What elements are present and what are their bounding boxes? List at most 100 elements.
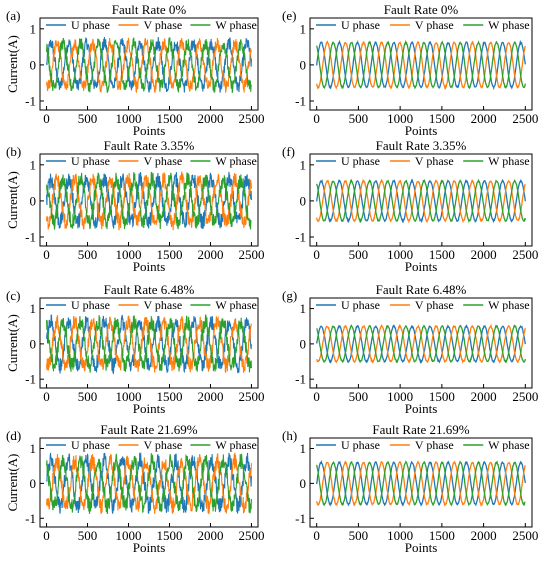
x-tick-label: 2500 (238, 389, 264, 404)
y-tick-label: 0 (30, 193, 37, 208)
x-tick-label: 1000 (387, 528, 413, 543)
x-tick-label: 2500 (512, 247, 538, 262)
x-tick-label: 2500 (238, 111, 264, 126)
series-w-phase-line (316, 460, 526, 507)
x-tick-label: 0 (43, 111, 50, 126)
x-tick-label: 0 (313, 389, 320, 404)
chart-panel-h: 0 500 1000 1500 2000 2500 -1 0 1 Fault Rate 21.69… (282, 422, 538, 555)
y-tick-label: -1 (295, 229, 306, 244)
legend-label: W phase (215, 154, 256, 168)
legend-label: W phase (488, 438, 529, 452)
legend-label: V phase (415, 154, 454, 168)
y-axis-label: Current(A) (5, 314, 20, 372)
series-w-phase-line (46, 453, 252, 515)
x-axis-label: Points (133, 259, 166, 274)
x-tick-label: 500 (349, 389, 369, 404)
y-tick-label: 1 (300, 157, 307, 172)
legend-label: V phase (143, 18, 182, 32)
x-axis-label: Points (405, 259, 438, 274)
plot-frame (39, 437, 259, 528)
x-tick-label: 2000 (471, 247, 497, 262)
x-tick-label: 2000 (471, 389, 497, 404)
series-u-phase-line (46, 452, 252, 515)
x-axis-label: Points (133, 401, 166, 416)
chart-title: Fault Rate 6.48% (376, 282, 467, 297)
plot-frame (309, 437, 533, 528)
panel-label: (a) (6, 8, 20, 23)
x-tick-label: 2000 (197, 247, 223, 262)
legend-label: U phase (341, 154, 380, 168)
chart-title: Fault Rate 0% (112, 2, 187, 17)
x-tick-label: 1500 (156, 389, 182, 404)
y-tick-label: -1 (295, 372, 306, 387)
x-tick-label: 0 (313, 247, 320, 262)
x-tick-label: 500 (78, 111, 98, 126)
x-tick-label: 1500 (156, 247, 182, 262)
legend-label: W phase (215, 298, 256, 312)
x-tick-label: 500 (78, 389, 98, 404)
series-w-phase-line (316, 178, 526, 224)
legend-label: W phase (215, 438, 256, 452)
legend-label: U phase (71, 298, 110, 312)
y-tick-label: 0 (30, 476, 37, 491)
chart-title: Fault Rate 0% (384, 2, 459, 17)
x-tick-label: 2000 (197, 389, 223, 404)
legend-label: U phase (341, 298, 380, 312)
y-tick-label: 0 (300, 193, 307, 208)
plot-frame (309, 17, 533, 111)
chart-panel-c: 0 500 1000 1500 2000 2500 -1 0 1 Fault Rate 6.48%… (5, 282, 264, 416)
y-tick-label: -1 (25, 93, 36, 108)
chart-panel-b: 0 500 1000 1500 2000 2500 -1 0 1 Fault Rate 3.35%… (5, 138, 264, 274)
panel-label: (d) (6, 428, 21, 443)
x-tick-label: 1500 (429, 389, 455, 404)
legend-label: U phase (71, 18, 110, 32)
y-axis-label: Current(A) (5, 171, 20, 229)
x-tick-label: 500 (78, 528, 98, 543)
y-tick-label: 1 (300, 441, 307, 456)
plot-frame (309, 297, 533, 389)
x-axis-label: Points (133, 540, 166, 555)
panel-label: (c) (6, 288, 20, 303)
x-tick-label: 500 (349, 111, 369, 126)
x-tick-label: 2000 (471, 111, 497, 126)
chart-title: Fault Rate 3.35% (104, 138, 195, 153)
x-tick-label: 1000 (116, 247, 142, 262)
x-axis-label: Points (405, 401, 438, 416)
y-tick-label: -1 (25, 229, 36, 244)
y-tick-label: 1 (300, 301, 307, 316)
legend-label: U phase (71, 154, 110, 168)
x-tick-label: 500 (349, 528, 369, 543)
chart-title: Fault Rate 21.69% (372, 422, 469, 437)
x-tick-label: 500 (78, 247, 98, 262)
x-tick-label: 1500 (156, 528, 182, 543)
plot-frame (39, 297, 259, 389)
x-tick-label: 1000 (116, 528, 142, 543)
x-tick-label: 500 (349, 247, 369, 262)
x-axis-label: Points (133, 123, 166, 138)
panel-label: (e) (282, 8, 296, 23)
x-tick-label: 2500 (238, 528, 264, 543)
y-axis-label: Current(A) (5, 454, 20, 512)
x-tick-label: 1500 (429, 247, 455, 262)
legend-label: W phase (488, 18, 529, 32)
x-tick-label: 1000 (116, 111, 142, 126)
y-tick-label: 0 (300, 476, 307, 491)
x-tick-label: 0 (313, 528, 320, 543)
y-tick-label: 1 (30, 21, 37, 36)
legend-label: U phase (341, 438, 380, 452)
x-tick-label: 1500 (156, 111, 182, 126)
x-axis-label: Points (405, 123, 438, 138)
series-w-phase-line (46, 37, 252, 93)
y-tick-label: 1 (30, 301, 37, 316)
series-w-phase-line (316, 324, 526, 364)
panel-label: (f) (282, 144, 295, 159)
y-tick-label: 1 (30, 441, 37, 456)
y-tick-label: 0 (300, 57, 307, 72)
x-tick-label: 0 (43, 528, 50, 543)
legend-label: W phase (488, 154, 529, 168)
x-tick-label: 0 (43, 247, 50, 262)
x-tick-label: 1000 (387, 247, 413, 262)
chart-panel-f: 0 500 1000 1500 2000 2500 -1 0 1 Fault Rate 3.35%… (282, 138, 538, 274)
y-tick-label: 0 (30, 336, 37, 351)
